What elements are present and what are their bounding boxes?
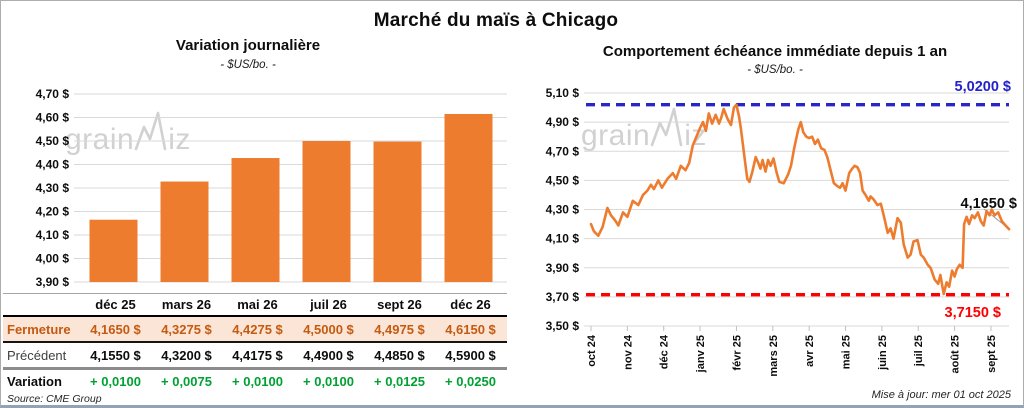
bar [444,113,493,282]
y-axis-tick-label: 3,70 $ [546,290,580,304]
column-header: mai 26 [237,297,278,312]
low-ref-label: 3,7150 $ [944,305,1001,321]
bar [89,219,138,282]
line-chart-title: Comportement échéance immédiate depuis 1… [602,43,948,60]
x-axis-tick-label: janv 25 [695,335,707,373]
precedent-value: 4,1550 $ [90,347,141,363]
y-axis-tick-label: 4,30 $ [546,203,580,217]
watermark-zigzag-icon [650,107,683,147]
column-header: juil 26 [310,297,347,312]
watermark-zigzag-icon [134,111,167,151]
bar [160,181,209,282]
grainwiz-watermark: grain iz [65,111,191,155]
bar [231,158,280,282]
y-axis-tick-label: 3,90 $ [36,275,70,289]
x-axis-tick-label: oct 24 [586,334,598,367]
table-row-variation: Variation + 0,0100 + 0,0075 + 0,0100 + 0… [3,370,507,393]
updated-note: Mise à jour: mer 01 oct 2025 [871,389,1011,401]
y-axis-tick-label: 4,10 $ [36,228,70,242]
precedent-value: 4,4900 $ [303,347,354,363]
watermark-text-pre: grain [65,123,135,156]
watermark-text-post: iz [168,123,191,156]
line-chart: 5,10 $ 4,90 $ 4,70 $ 4,50 $ 4,30 $ 4,10 $ 3,90… [546,86,1011,377]
column-header: déc 26 [450,297,491,312]
x-axis-tick-label: févr 25 [731,335,743,370]
fermeture-value: 4,6150 $ [445,321,496,337]
x-axis-tick-label: déc 24 [659,334,671,369]
page-title: Marché du maïs à Chicago [373,10,619,31]
bar-chart-title: Variation journalière [175,37,321,54]
watermark-text-pre: grain [581,119,651,152]
table-header-row: déc 25 mars 26 mai 26 juil 26 sept 26 dé… [3,294,507,317]
y-axis-tick-label: 4,00 $ [36,252,70,266]
row-label: Précédent [7,347,67,363]
variation-value: + 0,0100 [90,374,141,389]
y-axis-tick-label: 4,30 $ [36,181,70,195]
y-axis-tick-label: 4,10 $ [546,232,580,246]
table-row-precedent: Précédent 4,1550 $ 4,3200 $ 4,4175 $ 4,4… [3,343,507,370]
column-header: sept 26 [377,297,422,312]
grainwiz-watermark: grain iz [581,107,707,151]
y-axis-tick-label: 3,50 $ [546,319,580,333]
bar [373,141,422,282]
x-axis-tick-label: août 25 [950,335,962,374]
bar-chart: 4,70 $ 4,60 $ 4,50 $ 4,40 $ 4,30 $ 4,20 $ 4,10… [36,87,507,289]
column-header: mars 26 [161,297,212,312]
variation-value: + 0,0125 [374,374,425,389]
last-price-label: 4,1650 $ [960,196,1017,212]
x-axis-tick-label: mars 25 [768,335,780,377]
y-axis-tick-label: 4,40 $ [36,158,70,172]
bar [302,141,351,282]
y-axis-tick-label: 4,50 $ [546,173,580,187]
y-axis-tick-label: 4,70 $ [546,144,580,158]
variation-value: + 0,0075 [161,374,212,389]
line-chart-subtitle: - $US/bo. - [747,64,803,76]
y-axis-tick-label: 4,90 $ [546,115,580,129]
y-axis-tick-label: 4,70 $ [36,87,70,101]
y-axis-tick-label: 4,50 $ [36,134,70,148]
high-ref-label: 5,0200 $ [954,79,1011,95]
precedent-value: 4,3200 $ [161,347,212,363]
row-label: Fermeture [7,321,71,337]
precedent-value: 4,4175 $ [232,347,283,363]
fermeture-value: 4,3275 $ [161,321,212,337]
variation-value: + 0,0100 [303,374,354,389]
precedent-value: 4,4850 $ [374,347,425,363]
variation-value: + 0,0250 [445,374,496,389]
bar-chart-subtitle: - $US/bo. - [220,59,276,71]
price-table: déc 25 mars 26 mai 26 juil 26 sept 26 dé… [3,293,507,393]
y-axis-tick-label: 3,90 $ [546,261,580,275]
fermeture-value: 4,5000 $ [303,321,354,337]
x-axis-tick-label: nov 24 [622,334,634,370]
fermeture-value: 4,1650 $ [90,321,141,337]
fermeture-value: 4,4275 $ [232,321,283,337]
x-axis-tick-label: mai 25 [841,335,853,369]
y-axis-tick-label: 4,60 $ [36,111,70,125]
x-axis-tick-label: juin 25 [877,335,889,371]
x-axis-tick-label: avr 25 [804,335,816,367]
price-line [589,103,1011,296]
source-note: Source: CME Group [7,393,102,405]
precedent-value: 4,5900 $ [445,347,496,363]
table-row-fermeture: Fermeture 4,1650 $ 4,3275 $ 4,4275 $ 4,5… [3,317,507,343]
x-axis-tick-label: juil 25 [913,335,925,367]
row-label: Variation [7,374,62,389]
column-header: déc 25 [95,297,136,312]
fermeture-value: 4,4975 $ [374,321,425,337]
y-axis-tick-label: 5,10 $ [546,86,580,100]
x-axis-tick-label: sept 25 [986,335,998,373]
y-axis-tick-label: 4,20 $ [36,205,70,219]
variation-value: + 0,0100 [232,374,283,389]
